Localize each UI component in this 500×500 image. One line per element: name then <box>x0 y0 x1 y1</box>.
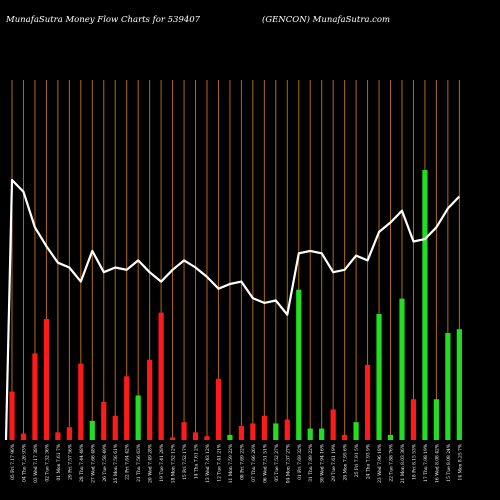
bar <box>215 378 222 440</box>
x-tick-label: 28 Thu 7.44 48% <box>80 444 85 482</box>
x-tick-label: 21 Mon 8.03 36% <box>401 444 406 483</box>
x-tick-label: 01 Fri 7.69 32% <box>298 444 303 480</box>
x-tick-label: 31 Thu 7.89 22% <box>309 444 314 482</box>
bar <box>261 415 267 440</box>
bar <box>20 433 27 440</box>
bar <box>181 422 187 440</box>
x-tick-label: 19 Tue 7.41 28% <box>160 444 165 482</box>
bar <box>342 434 348 440</box>
site-title: (GENCON) MunafaSutra.com <box>262 15 391 25</box>
bar <box>250 423 256 440</box>
x-tick-label: 25 Mon 7.56 61% <box>114 444 119 483</box>
bar <box>410 399 417 440</box>
bar <box>55 432 61 440</box>
x-tick-label: 20 Wed 7.49 28% <box>149 444 154 483</box>
x-tick-label: 23 Wed 7.96 18% <box>378 444 383 483</box>
x-tick-label: 08 Fri 7.69 22% <box>240 444 245 480</box>
x-tick-label: 14 Thu 7.61 2% <box>195 444 200 479</box>
bar <box>445 333 451 440</box>
x-tick-label: 24 Thu 7.93 9% <box>367 444 372 479</box>
x-tick-label: 11 Mon 7.59 22% <box>229 444 234 483</box>
bar <box>376 313 382 440</box>
bar <box>433 399 439 440</box>
bar <box>89 420 95 440</box>
x-tick-label: 21 Thu 7.56 63% <box>137 444 142 482</box>
x-tick-label: 30 Wed 7.94 16% <box>321 444 326 483</box>
x-tick-label: 27 Wed 7.66 48% <box>91 444 96 483</box>
bar <box>135 395 141 440</box>
x-tick-label: 17 Thu 7.98 19% <box>424 444 429 482</box>
x-tick-label: 29 Tue 7.61 19% <box>332 444 337 482</box>
bar <box>238 425 244 440</box>
x-tick-label: 03 Wed 7.17 38% <box>34 444 39 483</box>
x-tick-label: 16 Wed 8.08 42% <box>435 444 440 483</box>
x-tick-label: 18 Mon 7.52 12% <box>172 444 177 483</box>
x-tick-label: 04 Mon 7.37 27% <box>286 444 291 483</box>
bar <box>353 422 359 440</box>
bar <box>112 415 118 440</box>
bar <box>422 170 428 440</box>
x-tick-label: 15 Tue 8.08 24% <box>447 444 452 482</box>
bar <box>227 434 233 440</box>
x-tick-label: 12 Tue 7.41 21% <box>217 444 222 482</box>
bar <box>307 428 313 440</box>
bar <box>456 329 462 440</box>
x-tick-label: 07 Thu 7.66 26% <box>252 444 257 482</box>
x-tick-label: 29 Fri 7.57 56% <box>68 444 73 480</box>
x-tick-label: 26 Tue 7.58 49% <box>103 444 108 482</box>
bar <box>387 434 394 440</box>
x-tick-label: 14 Mon 8.25 7% <box>458 444 463 480</box>
x-tick-label: 18 Fri 8.15 53% <box>412 444 417 480</box>
x-tick-label: 22 Fri 7.64 42% <box>126 444 131 480</box>
x-tick-label: 13 Wed 7.43 12% <box>206 444 211 483</box>
bar <box>204 436 210 440</box>
bar <box>296 289 302 440</box>
x-tick-label: 05 Tue 7.52 27% <box>275 444 280 482</box>
bar <box>399 298 405 440</box>
chart-title: MunafaSutra Money Flow Charts for 539407 <box>6 15 201 25</box>
x-tick-label: 25 Fri 7.91 5% <box>355 444 360 477</box>
x-tick-label: 22 Tue 7.88 76% <box>390 444 395 482</box>
bar <box>78 363 84 440</box>
x-tick-label: 01 Mon 7.61 7% <box>57 444 62 480</box>
bar <box>147 359 153 440</box>
bar <box>101 401 107 440</box>
x-tick-label: 04 Thu 7.26 93% <box>22 444 27 482</box>
x-tick-labels: 05 Fri 7.17 96% 04 Thu 7.26 93% 03 Wed 7.1… <box>11 444 463 483</box>
x-tick-label: 28 Mon 7.95 6% <box>344 444 349 480</box>
bar <box>66 427 72 440</box>
bar <box>192 432 199 440</box>
bar <box>32 353 38 440</box>
bar <box>158 312 164 440</box>
x-tick-label: 06 Wed 7.51 51% <box>263 444 268 483</box>
price-line <box>4 178 461 441</box>
bar <box>319 428 325 440</box>
bar <box>330 409 336 440</box>
bar <box>43 319 50 440</box>
x-tick-label: 15 Fri 7.52 17% <box>183 444 188 480</box>
bar <box>273 423 279 440</box>
x-tick-label: 02 Tue 7.32 36% <box>45 444 50 482</box>
bar <box>124 376 130 440</box>
bar <box>169 437 176 440</box>
bar <box>364 364 371 440</box>
bar <box>284 419 290 440</box>
x-tick-label: 05 Fri 7.17 96% <box>11 444 16 480</box>
bar <box>9 391 15 440</box>
bar-series <box>9 170 462 440</box>
